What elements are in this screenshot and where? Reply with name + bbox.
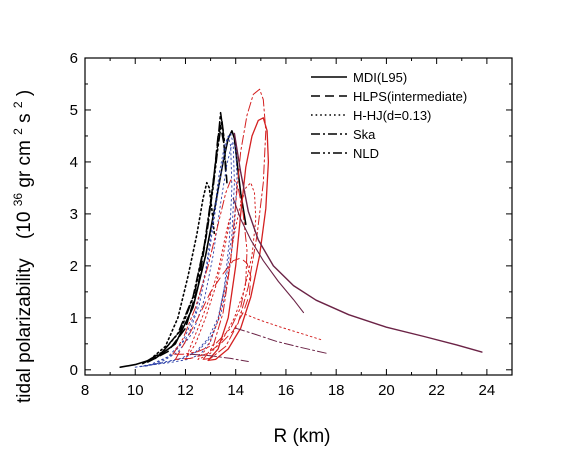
x-axis: 8 10 12 14 16 18 20 22 24	[81, 58, 495, 399]
series-line-purple-dashdot	[190, 353, 249, 362]
x-tick-label: 16	[278, 382, 295, 399]
legend-label: NLD	[353, 146, 379, 161]
y-axis-title-units-exp3: 2	[11, 101, 25, 108]
series-line-red-dotted	[197, 182, 257, 360]
series-line-purple-solid	[232, 197, 305, 314]
series-line-red-dashed	[174, 257, 252, 360]
plot-frame	[84, 57, 513, 376]
x-tick-label: 22	[428, 382, 445, 399]
y-tick-label: 1	[70, 310, 78, 327]
svg-text:tidal polarizability (10: tidal polarizability (10 36 gr cm 2 s 2 …	[6, 90, 35, 403]
legend: MDI(L95) HLPS(intermediate) H-HJ(d=0.13) Sk…	[311, 70, 467, 161]
y-axis-title-units-close: )	[14, 90, 35, 96]
x-tick-label: 18	[328, 382, 345, 399]
y-tick-label: 3	[70, 206, 78, 223]
series-line-purple-dashdot	[235, 327, 327, 354]
y-tick-label: 0	[70, 362, 78, 379]
y-tick-label: 6	[70, 50, 78, 67]
y-axis-title-units-open: (10	[14, 212, 35, 239]
legend-label: H-HJ(d=0.13)	[353, 108, 431, 123]
legend-label: MDI(L95)	[353, 70, 407, 85]
x-tick-label: 8	[81, 382, 89, 399]
x-tick-label: 10	[127, 382, 144, 399]
x-tick-label: 14	[227, 382, 244, 399]
x-tick-label: 24	[479, 382, 496, 399]
y-axis: 0 1 2 3 4 5 6	[70, 50, 512, 379]
series-line-red-solid	[207, 117, 270, 362]
y-axis-title-units-exp2: 2	[11, 128, 25, 135]
y-axis-title-units-exp: 36	[11, 193, 25, 207]
legend-label: Ska	[353, 127, 376, 142]
series-line-blue-dotted	[144, 143, 238, 367]
series-line-red-dashdot	[202, 88, 267, 360]
y-axis-title: tidal polarizability (10 36 gr cm 2 s 2 …	[6, 90, 35, 403]
legend-label: HLPS(intermediate)	[353, 89, 467, 104]
series-line-red-dotted	[185, 218, 230, 360]
series-line-blue-dotted	[134, 135, 233, 368]
curves-layer	[119, 88, 483, 369]
y-axis-title-units-end: s	[14, 113, 35, 123]
series-line-red-dotted	[240, 312, 322, 341]
series-line-purple-solid	[233, 132, 483, 353]
series-line-red-dashdotdot	[172, 179, 248, 355]
y-tick-label: 5	[70, 102, 78, 119]
y-tick-label: 2	[70, 258, 78, 275]
series-line-blue-dotted	[139, 132, 235, 368]
y-tick-label: 4	[70, 154, 78, 171]
x-axis-title: R (km)	[274, 426, 331, 447]
y-axis-title-units-mid: gr cm	[14, 140, 35, 188]
x-tick-label: 12	[177, 382, 194, 399]
x-tick-label: 20	[378, 382, 395, 399]
series-line-black-dashdotdot	[144, 119, 226, 363]
y-axis-title-quantity: tidal polarizability	[14, 258, 35, 403]
